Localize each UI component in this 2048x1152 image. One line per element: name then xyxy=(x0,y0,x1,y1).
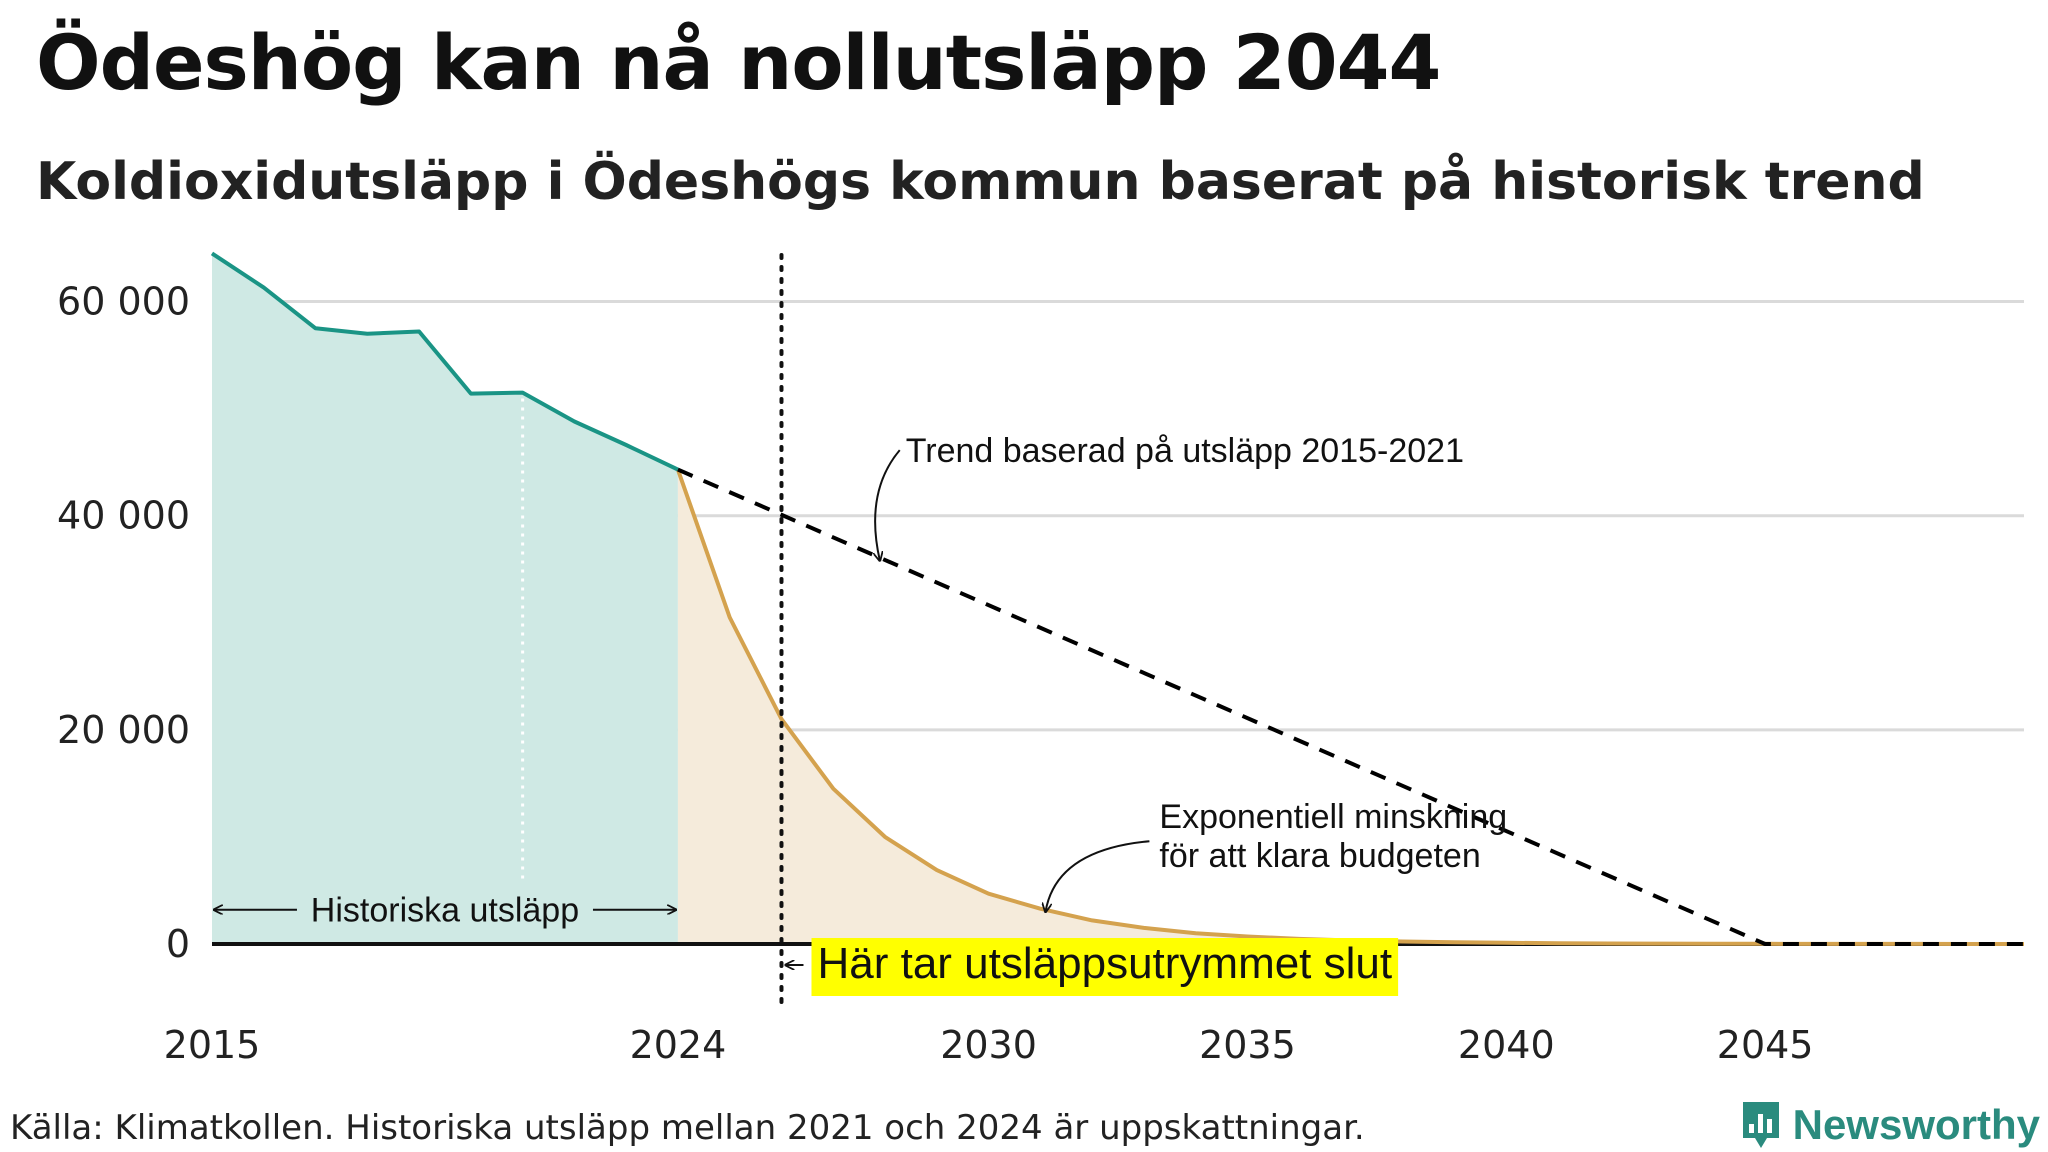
y-tick-label: 20 000 xyxy=(57,708,190,752)
x-tick-label: 2024 xyxy=(630,1023,727,1067)
annotation-exp-line1: Exponentiell minskning xyxy=(1159,798,1507,836)
trend-line xyxy=(677,467,2024,946)
chart-subtitle: Koldioxidutsläpp i Ödeshögs kommun baser… xyxy=(36,152,1925,212)
y-tick-label: 40 000 xyxy=(57,494,190,538)
annotation-exp-line2: för att klara budgeten xyxy=(1159,837,1480,875)
annotation-exp-arrow xyxy=(1046,840,1150,912)
newsworthy-logo-icon xyxy=(1742,1102,1779,1148)
historical-line xyxy=(210,251,679,472)
x-tick-label: 2015 xyxy=(164,1023,261,1067)
y-tick-label: 0 xyxy=(166,922,190,966)
annotations: Trend baserad på utsläpp 2015-2021 Expone… xyxy=(214,432,1507,996)
x-tick-label: 2035 xyxy=(1199,1023,1296,1067)
y-axis-ticks: 0 20 000 40 000 60 000 xyxy=(57,280,190,966)
budget-end-highlight xyxy=(811,938,1399,996)
y-tick-label: 60 000 xyxy=(57,280,190,324)
annotation-trend-arrow xyxy=(875,449,901,561)
area-fills xyxy=(212,253,2024,944)
historical-area xyxy=(212,253,678,944)
annotation-historical: Historiska utsläpp xyxy=(311,892,579,930)
annotation-budget-end: Här tar utsläppsutrymmet slut xyxy=(817,939,1392,988)
brand-logo: Newsworthy xyxy=(1739,1098,2040,1152)
x-tick-label: 2040 xyxy=(1458,1023,1555,1067)
x-tick-label: 2030 xyxy=(940,1023,1037,1067)
x-tick-label: 2045 xyxy=(1717,1023,1814,1067)
x-axis-ticks: 2015 2024 2030 2035 2040 2045 xyxy=(164,1023,1814,1067)
source-note: Källa: Klimatkollen. Historiska utsläpp … xyxy=(10,1108,1365,1148)
brand-name: Newsworthy xyxy=(1792,1101,2040,1148)
emissions-chart: 0 20 000 40 000 60 000 2015 2024 2030 2035 2040… xyxy=(57,251,2024,1067)
chart-title: Ödeshög kan nå nollutsläpp 2044 xyxy=(36,18,1441,107)
budget-area xyxy=(677,469,2024,944)
annotation-trend: Trend baserad på utsläpp 2015-2021 xyxy=(906,432,1464,470)
